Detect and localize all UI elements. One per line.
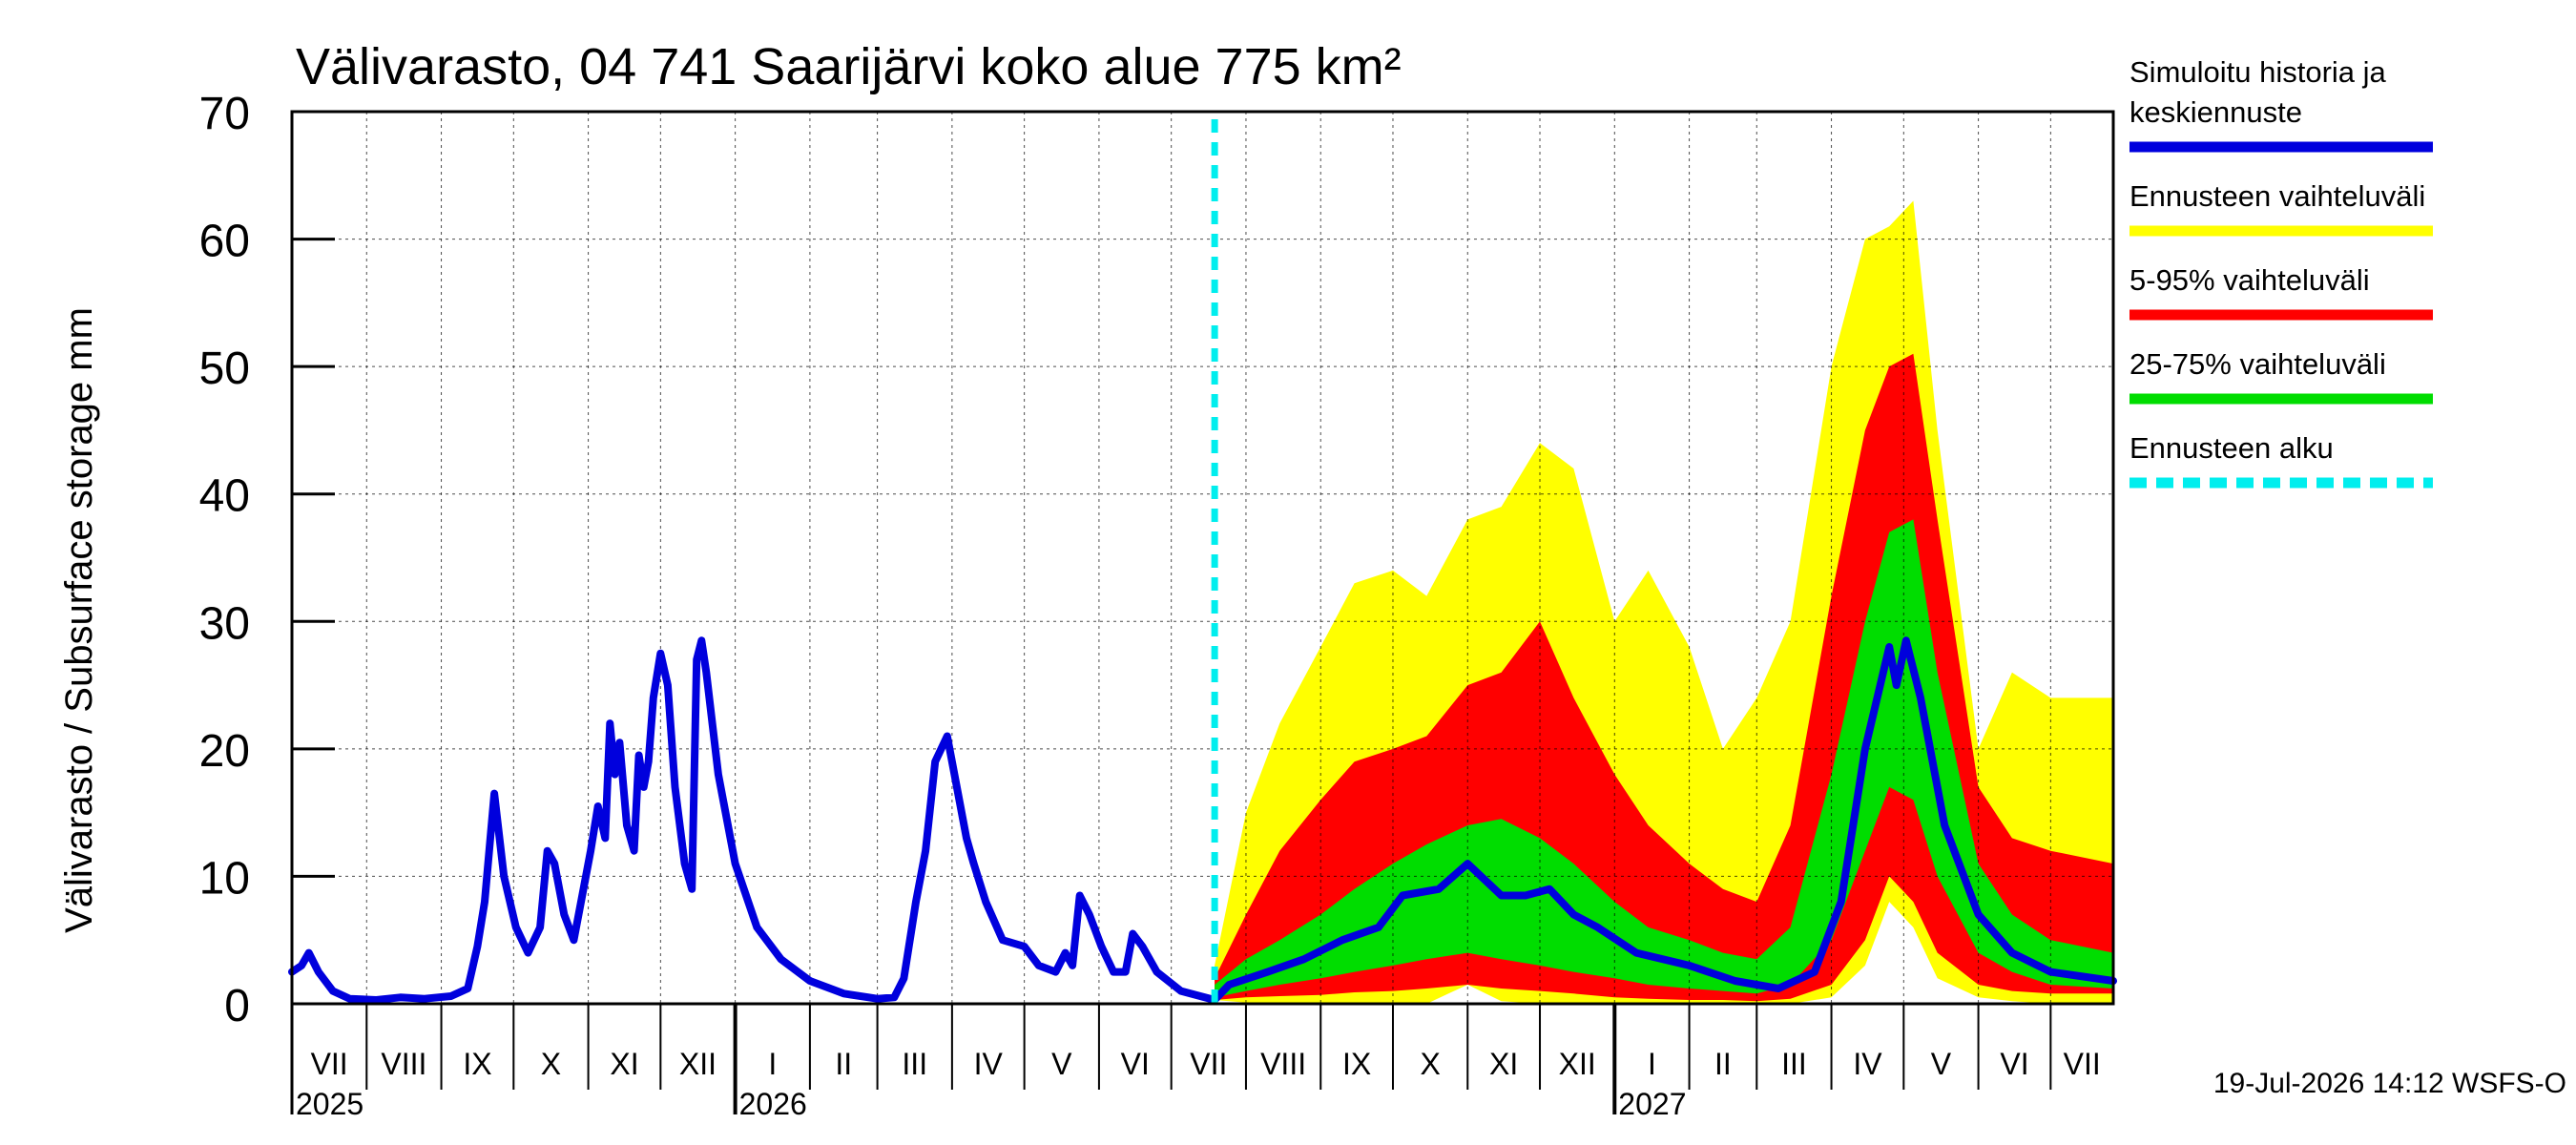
month-label: VII: [1190, 1047, 1227, 1081]
y-tick-label: 10: [199, 853, 250, 904]
y-axis-label: Välivarasto / Subsurface storage mm: [58, 307, 100, 933]
legend-item: 5-95% vaihteluväli: [2129, 263, 2433, 321]
month-label: X: [541, 1047, 561, 1081]
month-label: XI: [1489, 1047, 1518, 1081]
y-axis: 0 10 20 30 40 50 60 70: [199, 89, 335, 1031]
legend-item: Simuloitu historia ja keskiennuste: [2129, 55, 2433, 153]
month-label: II: [1714, 1047, 1732, 1081]
footer-timestamp: 19-Jul-2026 14:12 WSFS-O: [2213, 1068, 2566, 1099]
month-label: III: [902, 1047, 927, 1081]
y-tick-label: 50: [199, 344, 250, 394]
month-label: I: [1648, 1047, 1656, 1081]
legend-swatch: [2129, 309, 2433, 321]
legend-swatch: [2129, 141, 2433, 153]
year-label: 2025: [296, 1087, 364, 1121]
plot-area: [288, 110, 2117, 1006]
month-label: IV: [1853, 1047, 1882, 1081]
legend-label: 5-95% vaihteluväli: [2129, 263, 2370, 297]
y-tick-label: 20: [199, 726, 250, 777]
legend: Simuloitu historia ja keskiennuste Ennuste…: [2129, 55, 2433, 489]
legend-item: Ennusteen vaihteluväli: [2129, 179, 2433, 237]
month-label: II: [835, 1047, 852, 1081]
month-label: VI: [2000, 1047, 2028, 1081]
legend-swatch: [2129, 225, 2433, 237]
legend-label: Ennusteen alku: [2129, 431, 2334, 465]
month-label: IX: [463, 1047, 491, 1081]
x-axis: VII VIII IX X XI XII I II III IV V VI VII VIII IX X XI XI…: [290, 1004, 2101, 1121]
history-mean-line: [288, 636, 2117, 1004]
year-label: 2026: [739, 1087, 807, 1121]
y-tick-label: 30: [199, 598, 250, 649]
band-25-75: [1215, 519, 2113, 998]
y-tick-label: 40: [199, 471, 250, 522]
month-label: VIII: [381, 1047, 426, 1081]
legend-label: keskiennuste: [2129, 95, 2302, 129]
month-label: XI: [610, 1047, 638, 1081]
month-label: III: [1781, 1047, 1807, 1081]
month-label: XII: [679, 1047, 717, 1081]
month-label: VII: [2064, 1047, 2101, 1081]
month-label: VI: [1121, 1047, 1150, 1081]
legend-swatch: [2129, 393, 2433, 405]
month-label: VII: [311, 1047, 348, 1081]
month-label: IX: [1342, 1047, 1371, 1081]
month-label: I: [768, 1047, 777, 1081]
plot-frame: [290, 110, 2115, 1006]
y-tick-label: 60: [199, 217, 250, 267]
month-label: V: [1051, 1047, 1072, 1081]
month-label: V: [1931, 1047, 1952, 1081]
y-tick-label: 0: [224, 981, 250, 1031]
month-label: X: [1420, 1047, 1440, 1081]
legend-label: Ennusteen vaihteluväli: [2129, 179, 2425, 213]
y-tick-label: 70: [199, 89, 250, 139]
legend-item: 25-75% vaihteluväli: [2129, 347, 2433, 405]
month-label: XII: [1559, 1047, 1596, 1081]
month-label: VIII: [1260, 1047, 1306, 1081]
month-label: IV: [974, 1047, 1004, 1081]
legend-label: 25-75% vaihteluväli: [2129, 347, 2386, 381]
chart-title: Välivarasto, 04 741 Saarijärvi koko alue…: [296, 38, 1402, 95]
legend-label: Simuloitu historia ja: [2129, 55, 2387, 89]
legend-item: Ennusteen alku: [2129, 431, 2433, 489]
year-label: 2027: [1618, 1087, 1686, 1121]
